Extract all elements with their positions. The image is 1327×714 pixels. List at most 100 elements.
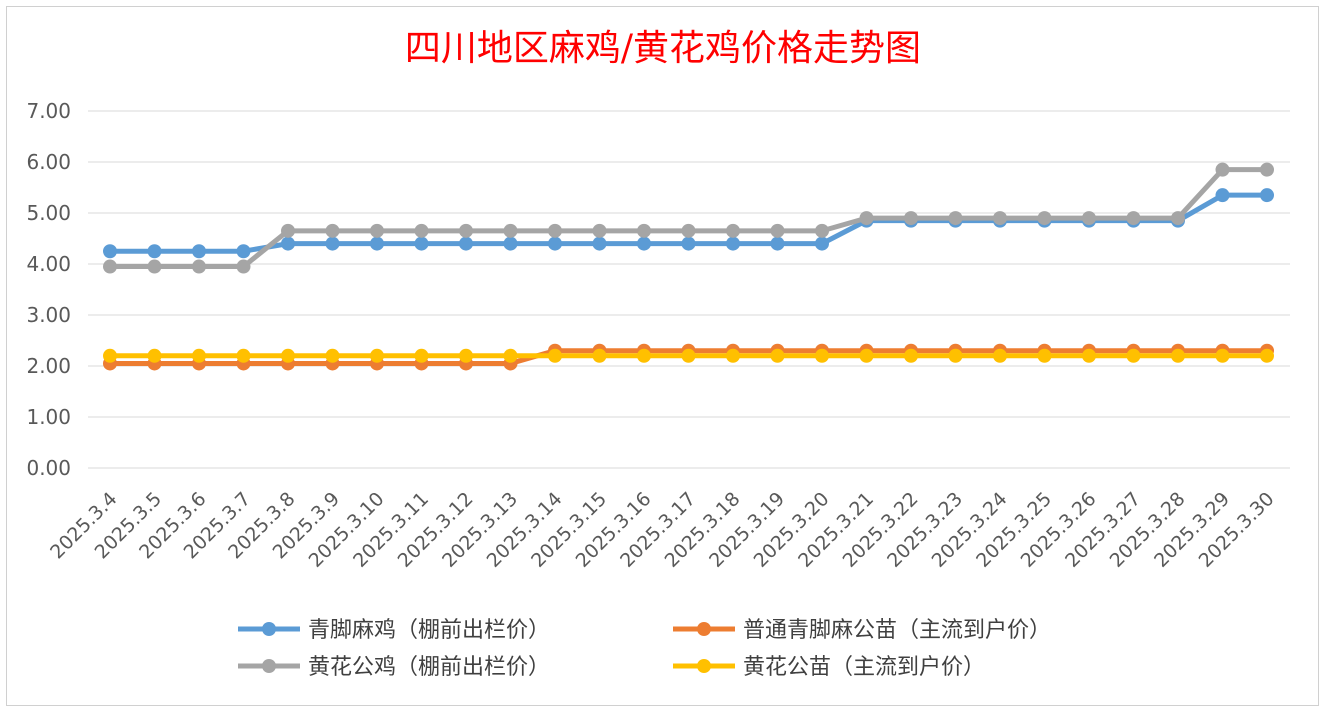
data-point: [503, 348, 518, 363]
data-point: [414, 223, 429, 238]
y-tick-label: 5.00: [26, 201, 71, 225]
data-point: [147, 259, 162, 274]
data-point: [236, 348, 251, 363]
data-point: [325, 236, 340, 251]
legend: 青脚麻鸡（棚前出栏价） 普通青脚麻公苗（主流到户价） 黄花公鸡（棚前出栏价） 黄花公苗…: [238, 618, 1051, 680]
data-point: [1126, 211, 1141, 226]
data-point: [503, 236, 518, 251]
data-point: [681, 348, 696, 363]
data-point: [325, 348, 340, 363]
data-point: [503, 223, 518, 238]
data-point: [548, 223, 562, 238]
legend-swatch-marker: [262, 659, 276, 673]
data-point: [1215, 162, 1230, 177]
data-point: [859, 348, 874, 363]
chart-title: 四川地区麻鸡/黄花鸡价格走势图: [405, 28, 921, 69]
series-4: [103, 348, 1274, 363]
data-point: [993, 211, 1007, 226]
data-point: [1082, 348, 1096, 363]
data-point: [770, 348, 785, 363]
data-point: [726, 223, 740, 238]
y-tick-label: 3.00: [26, 303, 71, 327]
data-point: [1171, 211, 1185, 226]
data-point: [1215, 348, 1230, 363]
data-point: [1171, 348, 1185, 363]
data-point: [726, 236, 740, 251]
data-point: [281, 348, 295, 363]
data-point: [459, 236, 473, 251]
series-group: [103, 162, 1274, 371]
data-point: [548, 348, 562, 363]
data-point: [103, 259, 117, 274]
data-point: [147, 348, 162, 363]
y-tick-label: 2.00: [26, 354, 71, 378]
legend-label: 普通青脚麻公苗（主流到户价）: [743, 618, 1051, 643]
data-point: [414, 348, 429, 363]
data-point: [637, 348, 651, 363]
series-3: [103, 162, 1274, 274]
chart-border: [6, 6, 1319, 706]
data-point: [815, 348, 829, 363]
legend-item: 黄花公鸡（棚前出栏价）: [238, 655, 550, 680]
data-point: [993, 348, 1007, 363]
data-point: [904, 211, 918, 226]
data-point: [637, 223, 651, 238]
data-point: [370, 223, 384, 238]
data-point: [236, 259, 251, 274]
data-point: [147, 244, 162, 259]
y-tick-label: 0.00: [26, 456, 71, 480]
data-point: [1037, 348, 1052, 363]
data-point: [815, 236, 829, 251]
data-point: [548, 236, 562, 251]
series-1: [103, 188, 1274, 259]
data-point: [370, 348, 384, 363]
data-point: [281, 236, 295, 251]
data-point: [770, 223, 785, 238]
legend-label: 青脚麻鸡（棚前出栏价）: [308, 618, 550, 643]
data-point: [1260, 188, 1274, 203]
y-tick-label: 4.00: [26, 252, 71, 276]
legend-item: 黄花公苗（主流到户价）: [673, 655, 985, 680]
data-point: [459, 348, 473, 363]
legend-label: 黄花公鸡（棚前出栏价）: [308, 655, 550, 680]
legend-swatch-marker: [697, 659, 711, 673]
data-point: [815, 223, 829, 238]
data-point: [859, 211, 874, 226]
data-point: [948, 211, 963, 226]
data-point: [192, 244, 206, 259]
legend-item: 普通青脚麻公苗（主流到户价）: [673, 618, 1051, 643]
y-tick-label: 7.00: [26, 99, 71, 123]
data-point: [370, 236, 384, 251]
data-point: [192, 259, 206, 274]
data-point: [236, 244, 251, 259]
x-axis-ticks: 2025.3.42025.3.52025.3.62025.3.72025.3.8…: [46, 488, 1278, 572]
data-point: [1260, 348, 1274, 363]
data-point: [1082, 211, 1096, 226]
data-point: [637, 236, 651, 251]
data-point: [726, 348, 740, 363]
data-point: [459, 223, 473, 238]
y-tick-label: 6.00: [26, 150, 71, 174]
legend-label: 黄花公苗（主流到户价）: [743, 655, 985, 680]
data-point: [414, 236, 429, 251]
data-point: [281, 223, 295, 238]
data-point: [592, 236, 607, 251]
data-point: [770, 236, 785, 251]
data-point: [904, 348, 918, 363]
data-point: [103, 348, 117, 363]
data-point: [1260, 162, 1274, 177]
data-point: [1037, 211, 1052, 226]
legend-item: 青脚麻鸡（棚前出栏价）: [238, 618, 550, 643]
data-point: [325, 223, 340, 238]
legend-swatch-marker: [697, 622, 711, 636]
y-axis-ticks: 0.00 1.00 2.00 3.00 4.00 5.00 6.00 7.00: [26, 99, 71, 480]
data-point: [192, 348, 206, 363]
data-point: [681, 223, 696, 238]
data-point: [1126, 348, 1141, 363]
legend-swatch-marker: [262, 622, 276, 636]
data-point: [103, 244, 117, 259]
data-point: [681, 236, 696, 251]
data-point: [1215, 188, 1230, 203]
